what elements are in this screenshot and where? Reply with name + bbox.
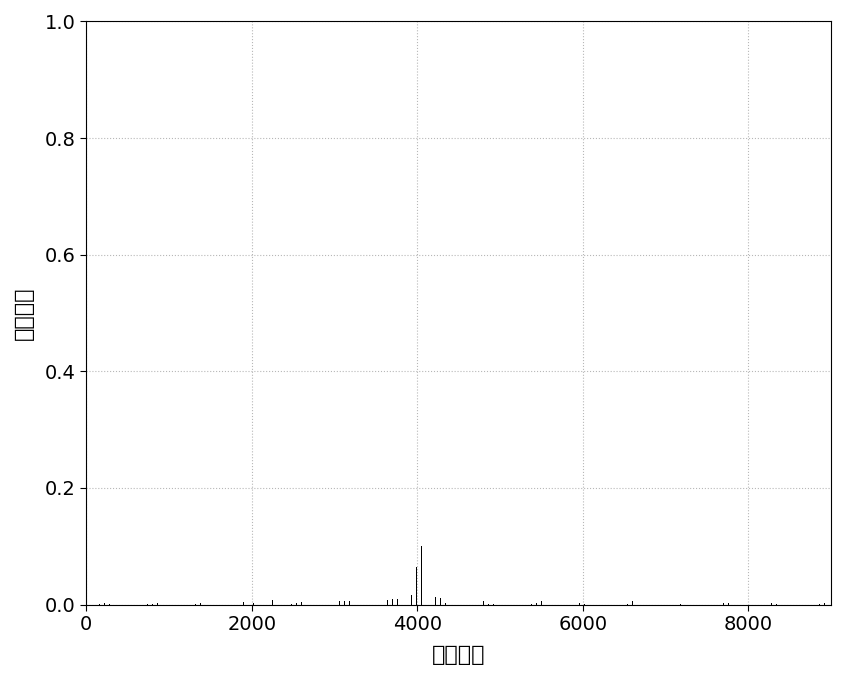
Y-axis label: 相对幅度: 相对幅度 bbox=[14, 287, 34, 340]
X-axis label: 距离单元: 距离单元 bbox=[431, 645, 484, 665]
